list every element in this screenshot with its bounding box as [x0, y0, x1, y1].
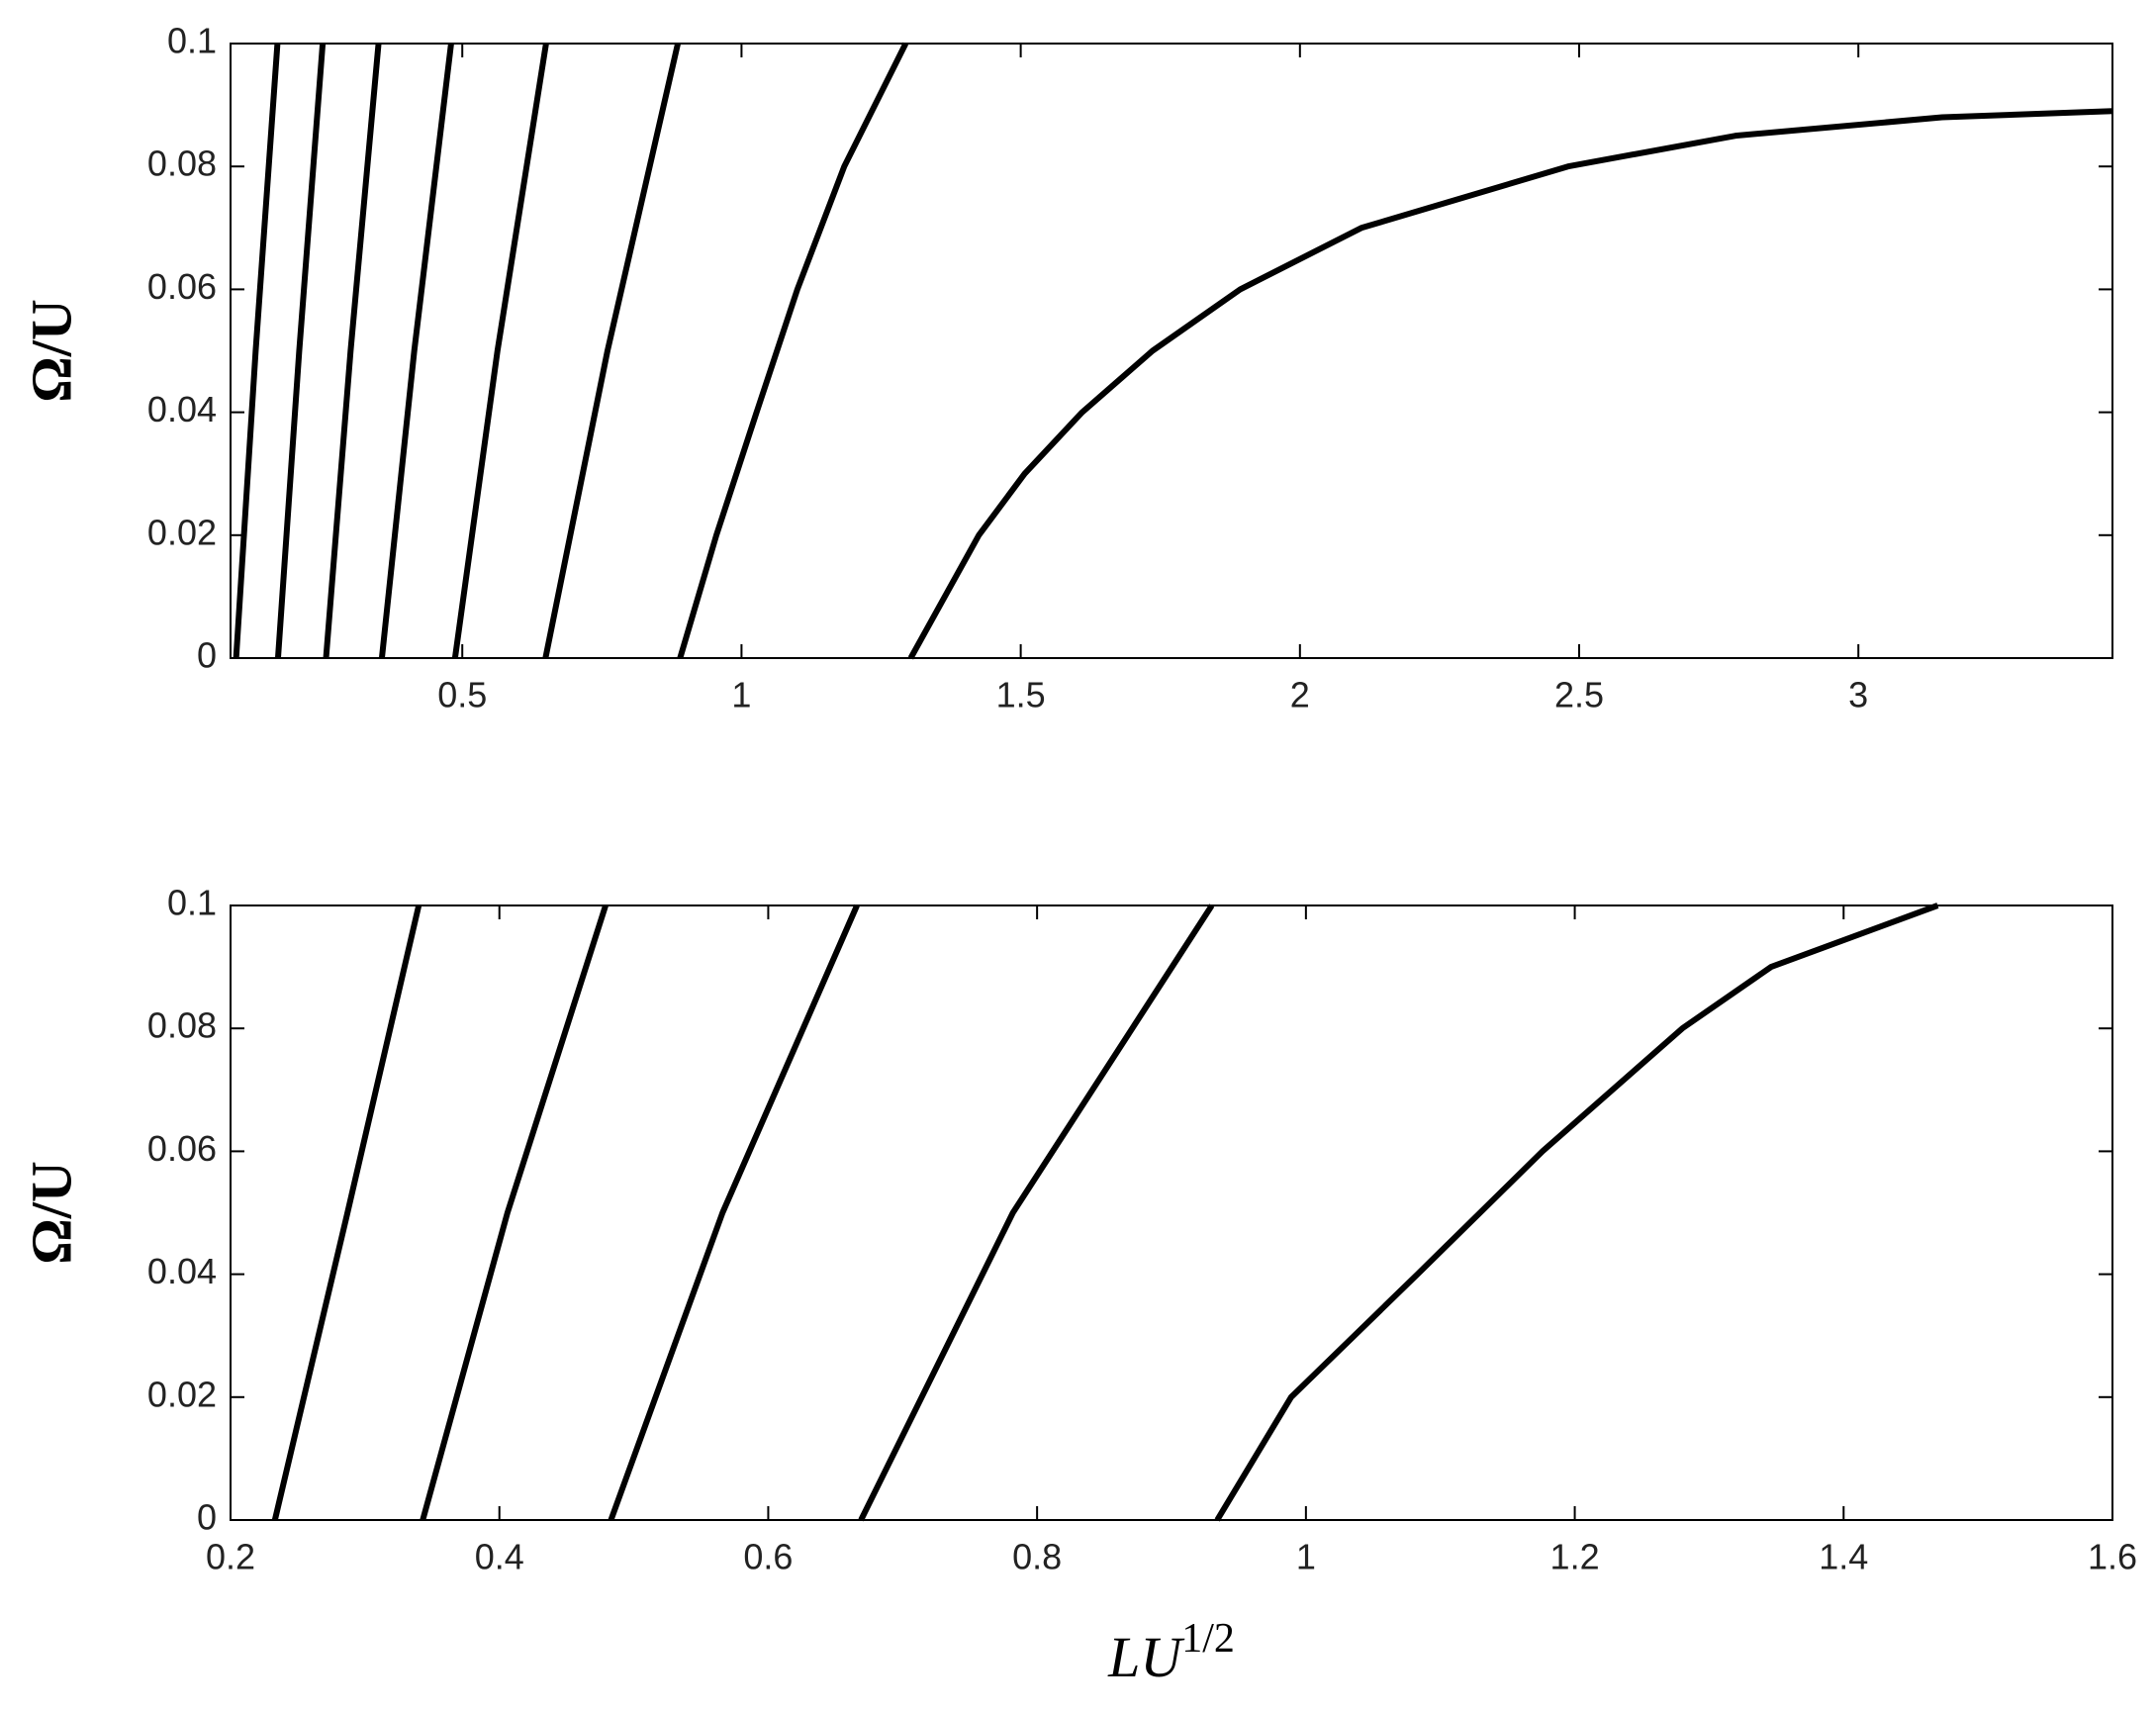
x-tick-label: 0.4	[475, 1537, 524, 1577]
y-tick-label: 0.04	[147, 1251, 217, 1291]
x-tick-label: 1.2	[1550, 1537, 1600, 1577]
x-tick-label: 1	[731, 675, 751, 715]
x-tick-label: 1.4	[1819, 1537, 1868, 1577]
curve	[608, 904, 860, 1522]
x-axis-label-main: LU	[1107, 1625, 1185, 1689]
curve	[907, 108, 2113, 660]
x-tick-label: 1.6	[2088, 1537, 2137, 1577]
x-tick-label: 0.2	[206, 1537, 255, 1577]
curve	[1214, 903, 1939, 1522]
x-tick-label: 2	[1290, 675, 1310, 715]
y-tick-label: 0.1	[167, 21, 217, 61]
chart: 0 0.02 0.04 0.06 0.08 0.1 0.5 1 1.5 2 2.5 3 Ω/U	[19, 21, 2113, 715]
x-tick-label: 3	[1848, 675, 1868, 715]
y-tick-label: 0.06	[147, 266, 217, 307]
curve	[420, 904, 609, 1521]
x-tick-label: 1	[1296, 1537, 1316, 1577]
curve	[858, 904, 1215, 1522]
x-tick-label: 1.5	[996, 675, 1046, 715]
curve	[451, 43, 549, 659]
x-axis-label-superscript: 1/2	[1181, 1616, 1235, 1662]
y-tick-label: 0.06	[147, 1128, 217, 1169]
curve	[233, 43, 281, 659]
x-tick-label: 2.5	[1554, 675, 1604, 715]
curve	[378, 43, 454, 659]
x-tick-label: 0.5	[437, 675, 487, 715]
curve	[677, 42, 909, 659]
y-tick-label: 0.1	[167, 883, 217, 923]
plot-frame	[230, 904, 2113, 1521]
x-tick-label: 0.8	[1012, 1537, 1062, 1577]
plot-frame	[230, 43, 2113, 659]
x-tick-label: 0.6	[743, 1537, 793, 1577]
y-tick-label: 0.02	[147, 1374, 217, 1414]
curve	[271, 904, 422, 1521]
y-axis-label: Ω/U	[19, 1161, 83, 1264]
curve	[323, 43, 382, 659]
y-axis-label: Ω/U	[19, 299, 83, 402]
y-tick-label: 0	[197, 635, 217, 676]
curve	[274, 43, 327, 659]
y-tick-label: 0.08	[147, 1005, 217, 1046]
chart: 0 0.02 0.04 0.06 0.08 0.1 0.2 0.4 0.6 0.8 1 1.2 1.4 1…	[19, 883, 2137, 1690]
curve	[542, 43, 682, 659]
x-axis-label: LU1/2	[1107, 1616, 1235, 1690]
y-tick-label: 0.04	[147, 389, 217, 429]
y-tick-label: 0	[197, 1497, 217, 1538]
y-tick-label: 0.02	[147, 512, 217, 552]
y-tick-label: 0.08	[147, 143, 217, 184]
